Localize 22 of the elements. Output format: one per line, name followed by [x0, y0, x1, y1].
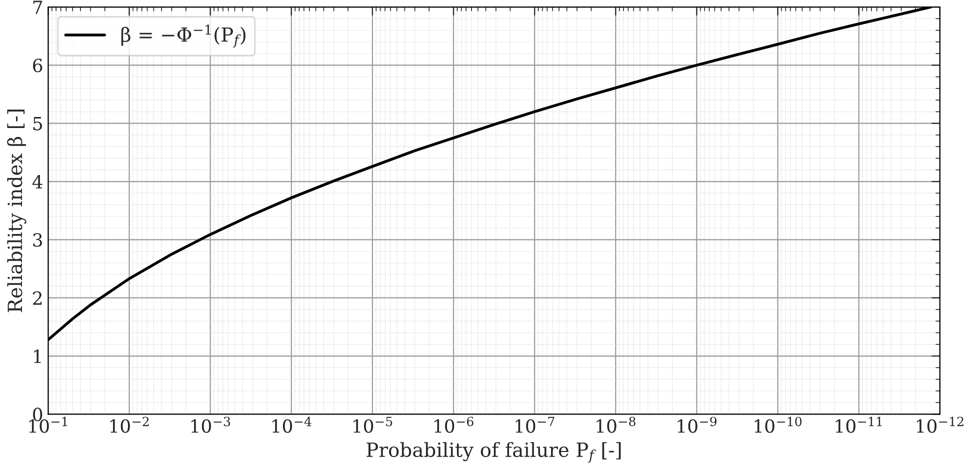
- y-axis-title: Reliability index β [-]: [7, 110, 26, 312]
- y-tick-label: 0: [33, 408, 42, 422]
- x-tick-label: 10$^{−2}$: [110, 416, 149, 433]
- x-tick-label: 10$^{−6}$: [434, 416, 474, 433]
- x-tick-label: 10$^{−8}$: [596, 416, 636, 433]
- x-tick-label: 10$^{−10}$: [754, 416, 802, 433]
- y-tick-label: 2: [33, 291, 42, 305]
- y-tick-label: 4: [32, 174, 42, 188]
- x-tick-label: 10$^{−12}$: [916, 416, 964, 433]
- x-tick-label: 10$^{−3}$: [191, 416, 230, 433]
- x-tick-label: 10$^{−5}$: [354, 416, 392, 433]
- x-tick-label: 10$^{−7}$: [516, 416, 554, 433]
- y-tick-label: 6: [33, 58, 42, 72]
- y-tick-label: 7: [33, 0, 42, 14]
- y-tick-label: 1: [34, 349, 41, 363]
- x-axis-title: Probability of failure P$_{f}$ [-]: [366, 442, 621, 463]
- legend-label: β = −Φ$^{−1}$(P$_{f}$): [121, 24, 246, 48]
- x-tick-label: 10$^{−4}$: [272, 416, 312, 433]
- x-tick-label: 10$^{−11}$: [836, 416, 882, 433]
- y-tick-label: 3: [33, 233, 42, 247]
- y-tick-label: 5: [33, 117, 42, 130]
- x-tick-label: 10$^{−9}$: [678, 416, 717, 433]
